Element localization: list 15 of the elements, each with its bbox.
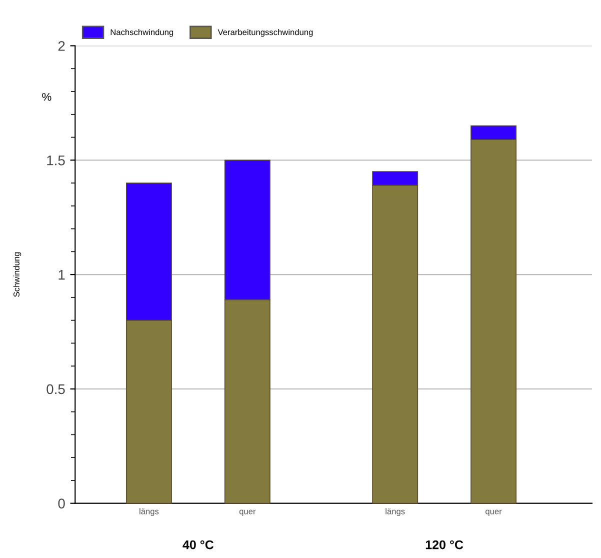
- x-tick-label: quer: [239, 510, 256, 516]
- x-tick-label: längs: [386, 508, 405, 516]
- y-tick-label: 0.5: [46, 384, 65, 394]
- x-tick-label: längs: [140, 508, 159, 516]
- y-axis-title: Schwindung: [13, 252, 22, 297]
- legend-label: Verarbeitungsschwindung: [218, 29, 313, 37]
- legend-label: Nachschwindung: [110, 29, 174, 37]
- text: %: [42, 92, 52, 101]
- y-tick-label: 2: [58, 41, 65, 51]
- text: 40 °C: [182, 540, 214, 550]
- text: 120 °C: [426, 540, 464, 550]
- y-tick-label: 1: [58, 270, 65, 280]
- x-tick-label: quer: [486, 510, 502, 516]
- y-tick-label: 0: [58, 498, 65, 508]
- y-tick-label: 1.5: [47, 156, 65, 166]
